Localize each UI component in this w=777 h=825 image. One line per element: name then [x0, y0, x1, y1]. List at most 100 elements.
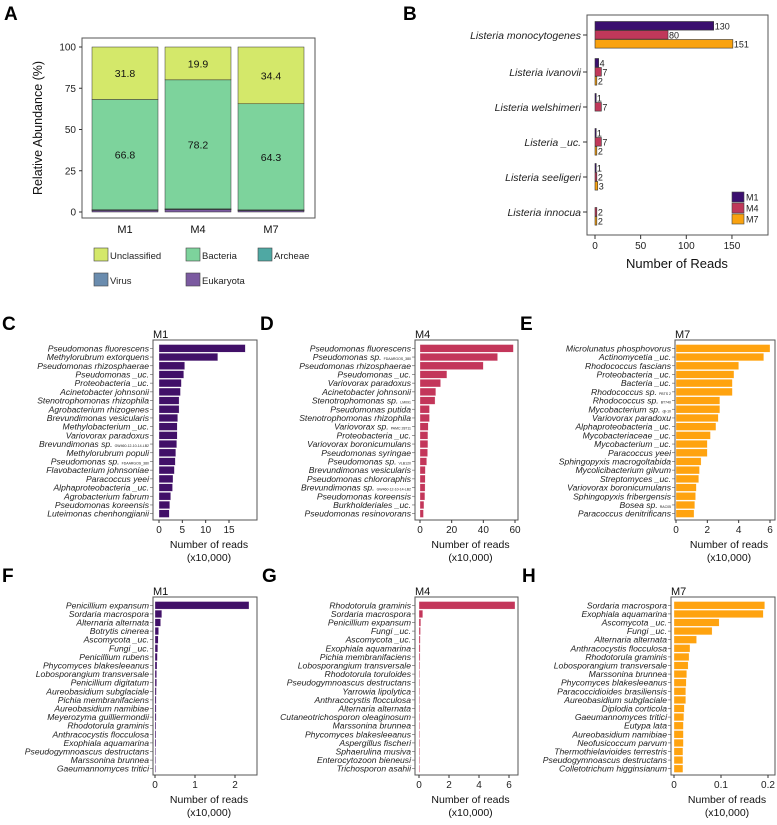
species-name: Acinetobacter johnsonii: [59, 387, 150, 397]
bar: [158, 370, 184, 379]
bar: [673, 601, 765, 610]
data-label: 34.4: [261, 70, 282, 82]
species-label: Pseudomonas koreensis: [317, 491, 412, 501]
bar-m7: [594, 76, 598, 86]
category-label: Listeria innocua: [507, 207, 581, 219]
species-name: Bosea sp.: [619, 500, 657, 510]
bar-m4: [594, 102, 602, 112]
x-tick-label: 1: [192, 780, 198, 791]
species-name: Variovorax paradoxu: [592, 413, 671, 423]
species-name: Ascomycota _uc.: [345, 635, 411, 645]
species-label: Colletotrichum higginsianum: [559, 764, 667, 774]
species-label: Paracoccus yeei: [86, 474, 150, 484]
legend-swatch: [93, 247, 109, 262]
bar: [673, 652, 690, 661]
bar: [675, 440, 708, 449]
species-name: Penicillium expansum: [328, 618, 411, 628]
bar: [673, 704, 685, 713]
species-name: Paracoccus yeei: [86, 474, 150, 484]
species-name: Gaeumannomyces tritici: [57, 764, 150, 774]
species-label: Marssonina brunnea: [589, 669, 668, 679]
legend-label: M1: [746, 193, 759, 203]
legend-swatch: [185, 272, 201, 287]
species-name: Variovorax sp.: [334, 422, 389, 432]
legend-swatch: [257, 247, 273, 262]
bar-m4: [594, 30, 669, 40]
species-name: Rhodotorula graminis: [67, 721, 149, 731]
bar: [673, 687, 686, 696]
species-name: Pseudomonas rhizosphaerae: [37, 361, 149, 371]
species-label: Brevundimonas sp. GW460-12-10-14-LB2: [301, 483, 411, 493]
species-label: Variovorax paradoxus: [328, 378, 412, 388]
x-tick-label: M7: [263, 224, 278, 236]
bar: [158, 396, 180, 405]
panel-a: 0 25 50 75 100 Relative Abundance (%) 66.8 31.8…: [31, 37, 316, 287]
data-label: 2: [598, 217, 603, 227]
species-name: Cutaneotrichosporon oleaginosum: [280, 712, 411, 722]
species-name: Colletotrichum higginsianum: [559, 764, 667, 774]
bar: [158, 500, 170, 509]
legend-swatch: [185, 247, 201, 262]
x-tick-label: 50: [635, 241, 647, 252]
bar-m4: [594, 67, 602, 77]
species-name: Yarrowia lipolytica: [342, 686, 411, 696]
bar: [154, 730, 157, 739]
species-label: Pseudomonas rhizosphaerae: [299, 361, 411, 371]
bar: [418, 635, 421, 644]
bar: [154, 695, 157, 704]
x-tick-label: 2: [705, 525, 711, 536]
bar: [418, 661, 421, 670]
species-label: Stenotrophomonas rhizophila: [299, 413, 411, 423]
species-name: Variovorax paradoxus: [328, 378, 412, 388]
bar-m4: [594, 172, 598, 182]
species-label: Streptomyces _uc.: [600, 474, 671, 484]
bar: [419, 466, 426, 475]
bar: [673, 644, 691, 653]
species-label: Sphaerulina musiva: [336, 747, 412, 757]
species-label: Thermothielavioides terrestris: [554, 747, 667, 757]
species-label: Mycolicibacterium gilvum: [575, 465, 671, 475]
x-tick-label: 20: [446, 525, 458, 536]
species-label: Pseudogymnoascus destructans: [25, 747, 150, 757]
bar: [154, 661, 158, 670]
bar: [673, 721, 684, 730]
species-label: Acinetobacter johnsonii: [59, 387, 150, 397]
bar: [158, 361, 185, 370]
species-name: Fungi _uc.: [109, 643, 149, 653]
species-name: Marssonina brunnea: [589, 669, 668, 679]
species-name: Pseudomonas syringae: [321, 448, 411, 458]
species-label: Yarrowia lipolytica: [342, 686, 411, 696]
data-label: 2: [598, 208, 603, 218]
data-label: 2: [598, 77, 603, 87]
bar: [158, 509, 170, 518]
species-name: Rhodococcus fascians: [585, 361, 672, 371]
legend-label: M7: [746, 215, 759, 225]
bar: [675, 492, 696, 501]
x-axis-label: Number of reads: [170, 539, 248, 551]
species-label: Paracoccidioides brasiliensis: [557, 686, 668, 696]
species-label: Pseudogymnoascus destructans: [543, 755, 668, 765]
data-label: 2: [598, 173, 603, 183]
bar-m7: [594, 146, 598, 156]
x-tick-label: 0: [416, 780, 422, 791]
bar: [418, 721, 420, 730]
bar: [418, 627, 421, 636]
bar: [154, 738, 157, 747]
species-label: Gaeumannomyces tritici: [575, 712, 668, 722]
species-label: Pseudomonas koreensis: [55, 500, 150, 510]
x-axis-label: Number of reads: [431, 794, 509, 806]
bar: [419, 457, 427, 466]
species-label: Pseudomonas putida: [330, 404, 411, 414]
strain-name: BT740: [661, 401, 671, 405]
species-name: Diplodia corticola: [602, 704, 668, 714]
bar: [158, 474, 174, 483]
species-label: Alternaria alternata: [593, 635, 667, 645]
species-label: Methylobacterium _uc.: [63, 422, 149, 432]
bar: [418, 670, 420, 679]
species-name: Trichosporon asahii: [337, 764, 412, 774]
species-label: Luteimonas chenhongjianii: [47, 509, 150, 519]
plot-frame: [414, 596, 519, 776]
species-label: Bosea sp. RAC05: [619, 500, 671, 510]
bar: [418, 618, 421, 627]
